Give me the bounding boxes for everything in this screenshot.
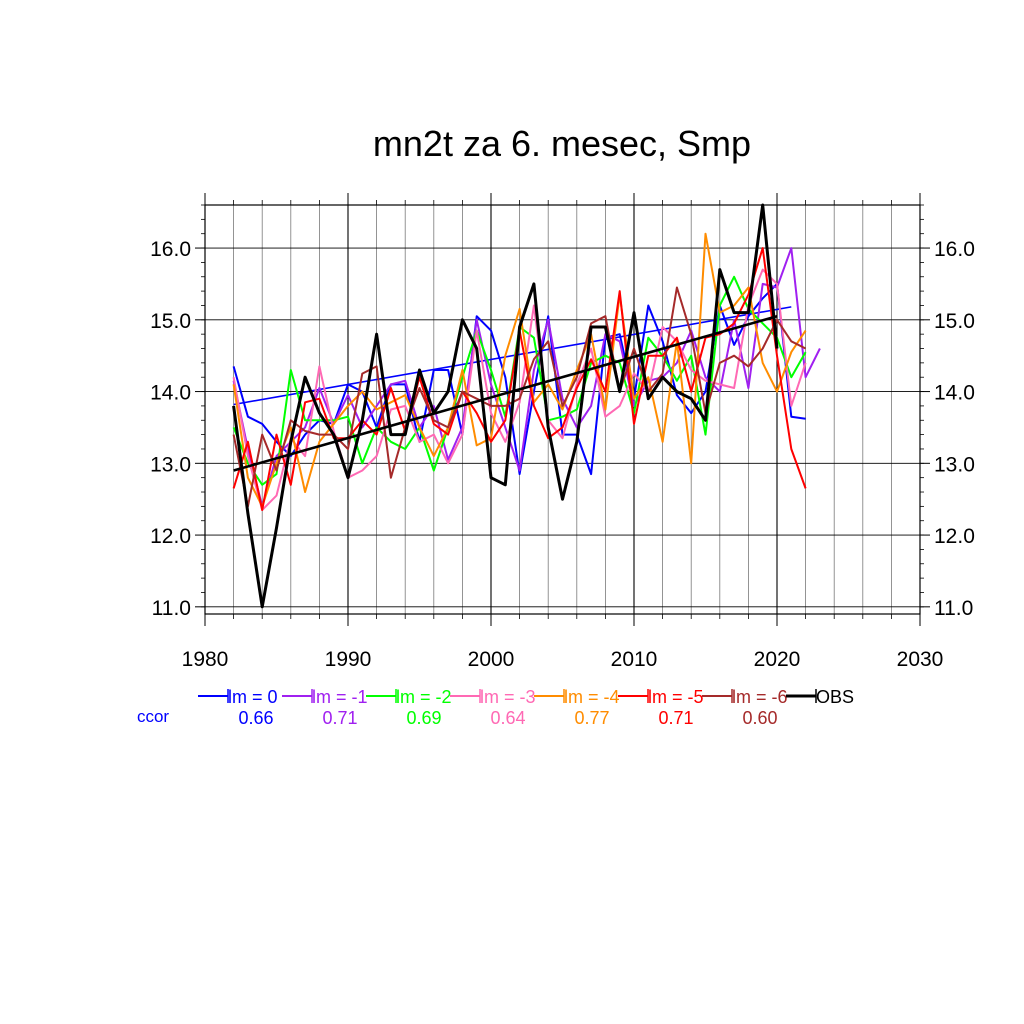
series-layer [232, 203, 821, 609]
y-tick-label: 14.0 [150, 382, 191, 405]
legend-ccor-2: 0.69 [406, 708, 441, 728]
trend-line-0 [233, 306, 792, 406]
y-tick-label-right: 14.0 [934, 382, 975, 405]
legend-entry-0: lm = 0 [228, 687, 278, 707]
legend-ccor-6: 0.60 [742, 708, 777, 728]
x-tick-label: 2010 [611, 648, 658, 671]
legend-ccor-4: 0.77 [574, 708, 609, 728]
series-line-6 [232, 286, 807, 508]
y-tick-label-right: 12.0 [934, 525, 975, 548]
legend-entry-2: lm = -2 [396, 687, 452, 707]
x-tick-label: 1990 [325, 648, 372, 671]
legend-entry-1: lm = -1 [312, 687, 368, 707]
axes: 11.0 11.0 12.0 12.0 13.0 13.0 14.0 14.0 15.0 15.0… [150, 193, 975, 671]
legend-ccor-1: 0.71 [322, 708, 357, 728]
plot-frame [204, 204, 921, 615]
trend-line-7 [233, 314, 778, 472]
y-tick-label-right: 15.0 [934, 310, 975, 333]
legend-ccor-0: 0.66 [238, 708, 273, 728]
ccor-label: ccor [137, 707, 169, 726]
series-line-7 [232, 203, 779, 609]
y-tick-label: 13.0 [150, 453, 191, 476]
y-tick-label-right: 13.0 [934, 453, 975, 476]
y-tick-label: 11.0 [152, 597, 191, 620]
x-tick-label: 2030 [897, 648, 944, 671]
y-tick-label: 16.0 [150, 238, 191, 261]
legend-entry-5: lm = -5 [648, 687, 704, 707]
chart-title: mn2t za 6. mesec, Smp [373, 123, 751, 164]
legend-ccor-5: 0.71 [658, 708, 693, 728]
y-tick-label-right: 11.0 [934, 597, 973, 620]
legend-entry-4: lm = -4 [564, 687, 620, 707]
x-tick-label: 1980 [182, 648, 229, 671]
y-tick-label: 12.0 [150, 525, 191, 548]
legend-entry-6: lm = -6 [732, 687, 788, 707]
y-tick-label: 15.0 [150, 310, 191, 333]
legend-ccor-3: 0.64 [490, 708, 525, 728]
y-tick-label-right: 16.0 [934, 238, 975, 261]
x-tick-label: 2000 [468, 648, 515, 671]
legend-entry-3: lm = -3 [480, 687, 536, 707]
legend-entry-7: OBS [816, 687, 854, 707]
x-tick-label: 2020 [754, 648, 801, 671]
